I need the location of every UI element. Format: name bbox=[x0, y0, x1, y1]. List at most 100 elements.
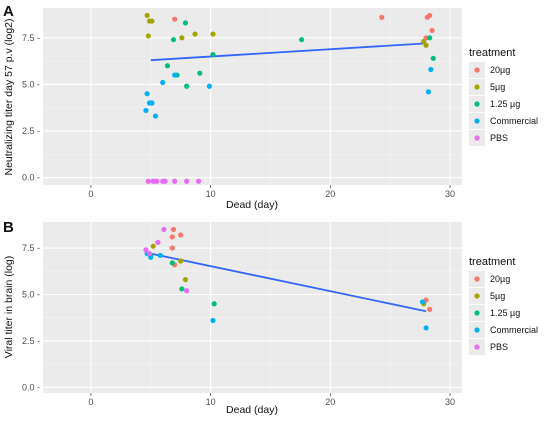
x-axis-title-b: Dead (day) bbox=[226, 404, 278, 416]
legend-b: treatment 20µg 5µg 1.25 µg Commercial PBS bbox=[469, 256, 538, 355]
x-tick-label: 20 bbox=[325, 397, 335, 407]
legend-swatch bbox=[474, 327, 480, 333]
data-point bbox=[152, 113, 159, 119]
data-point bbox=[430, 55, 436, 61]
data-point bbox=[150, 243, 156, 249]
fit-line-a bbox=[150, 42, 427, 62]
data-point bbox=[182, 20, 189, 26]
legend-swatch bbox=[474, 84, 480, 90]
data-point bbox=[160, 79, 166, 86]
data-point bbox=[146, 250, 153, 257]
data-point bbox=[421, 38, 427, 45]
y-tick-label: 7.5 - bbox=[22, 33, 40, 43]
legend-swatch bbox=[474, 67, 480, 73]
data-point bbox=[161, 226, 167, 233]
data-point bbox=[150, 178, 156, 184]
data-point bbox=[298, 37, 305, 43]
data-point bbox=[143, 107, 149, 114]
data-point bbox=[178, 258, 184, 264]
legend-label: 20µg bbox=[490, 65, 510, 75]
data-point bbox=[206, 83, 213, 89]
legend-label: PBS bbox=[490, 342, 508, 352]
legend-label: 20µg bbox=[490, 274, 510, 284]
y-tick-label: 0.0 - bbox=[22, 173, 40, 183]
legend-label: Commercial bbox=[490, 116, 538, 126]
data-point bbox=[179, 286, 185, 292]
data-point bbox=[172, 178, 178, 184]
data-point bbox=[145, 33, 151, 39]
legend-label: 1.25 µg bbox=[490, 99, 520, 109]
panel-letter-b: B bbox=[3, 219, 14, 236]
x-tick-label: 0 bbox=[88, 397, 93, 407]
legend-swatch bbox=[474, 135, 480, 141]
regression-line bbox=[150, 42, 427, 62]
fit-line-b bbox=[150, 252, 427, 313]
data-point bbox=[184, 178, 190, 184]
plot-area-b bbox=[43, 222, 462, 393]
data-point bbox=[144, 12, 150, 19]
legend-swatch bbox=[474, 118, 480, 124]
panel-letter-a: A bbox=[3, 3, 14, 20]
data-point bbox=[155, 239, 161, 246]
data-point bbox=[145, 178, 151, 184]
data-point bbox=[144, 91, 150, 97]
data-point bbox=[172, 16, 178, 22]
legend-a: treatment 20µg 5µg 1.25 µg Commercial PBS bbox=[469, 47, 538, 146]
data-point bbox=[182, 277, 189, 283]
data-point bbox=[196, 178, 202, 184]
y-ticks-b: 0.0 - 2.5 - 5.0 - 7.5 - bbox=[22, 243, 40, 392]
data-point bbox=[169, 234, 175, 240]
data-point bbox=[157, 252, 163, 259]
legend-label: 5µg bbox=[490, 82, 505, 92]
legend-swatch bbox=[474, 310, 480, 316]
x-tick-label: 10 bbox=[206, 189, 216, 199]
gridlines-b bbox=[43, 222, 462, 393]
legend-swatch bbox=[474, 293, 480, 299]
legend-title-a: treatment bbox=[469, 47, 515, 59]
x-tick-label: 10 bbox=[206, 397, 216, 407]
x-tick-label: 20 bbox=[325, 189, 335, 199]
data-point bbox=[179, 35, 185, 41]
legend-label: 5µg bbox=[490, 291, 505, 301]
data-point bbox=[427, 12, 433, 19]
legend-title-b: treatment bbox=[469, 256, 515, 268]
x-tick-label: 0 bbox=[88, 189, 93, 199]
data-point bbox=[143, 247, 149, 253]
data-point bbox=[429, 27, 435, 33]
plot-area-a bbox=[43, 8, 462, 185]
data-point bbox=[169, 260, 175, 266]
data-point bbox=[184, 83, 190, 89]
data-point bbox=[427, 35, 433, 41]
data-point bbox=[170, 226, 177, 233]
y-tick-label: 0.0 - bbox=[22, 382, 40, 392]
y-axis-title-b: Viral titer in brain (log) bbox=[3, 256, 15, 359]
data-point bbox=[162, 178, 168, 184]
data-point bbox=[425, 89, 432, 95]
data-point bbox=[154, 178, 160, 184]
points-a bbox=[143, 12, 436, 184]
y-tick-label: 2.5 - bbox=[22, 126, 40, 136]
data-point bbox=[210, 51, 216, 58]
legend-label: PBS bbox=[490, 133, 508, 143]
data-point bbox=[210, 31, 216, 37]
legend-label: Commercial bbox=[490, 325, 538, 335]
data-point bbox=[192, 31, 198, 37]
y-tick-label: 5.0 - bbox=[22, 289, 40, 299]
y-ticks-a: 0.0 - 2.5 - 5.0 - 7.5 - bbox=[22, 33, 40, 183]
data-point bbox=[423, 35, 429, 41]
data-point bbox=[169, 245, 175, 251]
legend-swatch bbox=[474, 101, 480, 107]
legend-swatch bbox=[474, 344, 480, 350]
x-tick-label: 30 bbox=[445, 189, 455, 199]
panel-b: B 0.0 - 2.5 - 5.0 - 7.5 - 0 10 20 30 Dead (day… bbox=[3, 219, 538, 416]
data-point bbox=[419, 299, 426, 305]
data-point bbox=[423, 42, 429, 48]
data-point bbox=[379, 14, 385, 20]
data-point bbox=[172, 72, 178, 78]
x-tick-label: 30 bbox=[445, 397, 455, 407]
data-point bbox=[423, 325, 429, 331]
legend-label: 1.25 µg bbox=[490, 308, 520, 318]
legend-swatch bbox=[474, 276, 480, 282]
y-axis-title-a: Neutralizing titer day 57 p.v (log2) bbox=[3, 19, 15, 176]
